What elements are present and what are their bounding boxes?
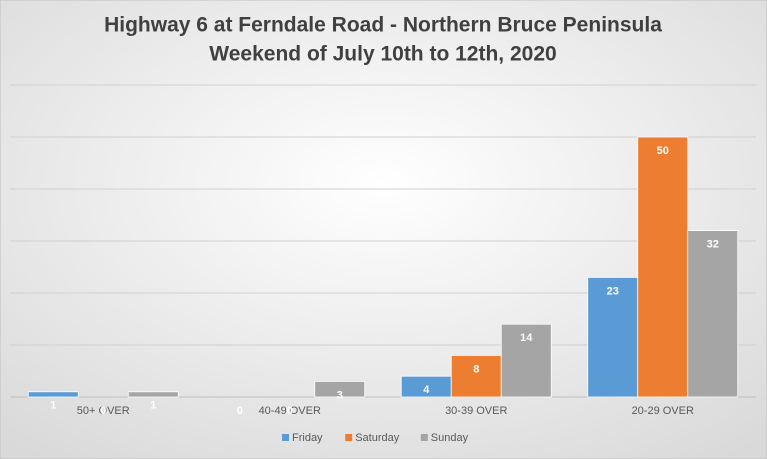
chart-title: Highway 6 at Ferndale Road - Northern Br…: [104, 14, 662, 37]
data-label: 0: [237, 405, 243, 417]
bar: [450, 354, 502, 398]
legend-swatch: [345, 434, 353, 441]
bar: [127, 391, 179, 398]
data-label: 3: [337, 389, 343, 401]
bar: [500, 323, 552, 398]
x-tick-label: 40-49 OVER: [259, 405, 321, 417]
data-label: 8: [473, 363, 479, 375]
data-label: 50: [657, 145, 669, 157]
bar: [27, 391, 79, 398]
legend-swatch: [282, 434, 289, 441]
legend-swatch: [420, 434, 428, 441]
data-label: 23: [607, 285, 619, 297]
data-label: 0: [100, 405, 106, 417]
bar: [587, 276, 639, 398]
legend-label: Friday: [292, 432, 323, 444]
x-tick-label: 50+ OVER: [77, 405, 130, 417]
data-label: 4: [423, 384, 430, 396]
bar: [687, 230, 739, 398]
legend-label: Saturday: [355, 432, 400, 444]
bar: [314, 380, 366, 398]
x-tick-label: 20-29 OVER: [632, 405, 694, 417]
data-label: 1: [150, 400, 156, 412]
data-label: 1: [50, 400, 56, 412]
data-label: 14: [520, 332, 533, 344]
data-label: 0: [287, 405, 293, 417]
data-label: 32: [707, 239, 719, 251]
legend-label: Sunday: [431, 432, 469, 444]
x-tick-label: 30-39 OVER: [445, 405, 507, 417]
bar: [637, 136, 689, 398]
chart-subtitle: Weekend of July 10th to 12th, 2020: [209, 43, 556, 66]
